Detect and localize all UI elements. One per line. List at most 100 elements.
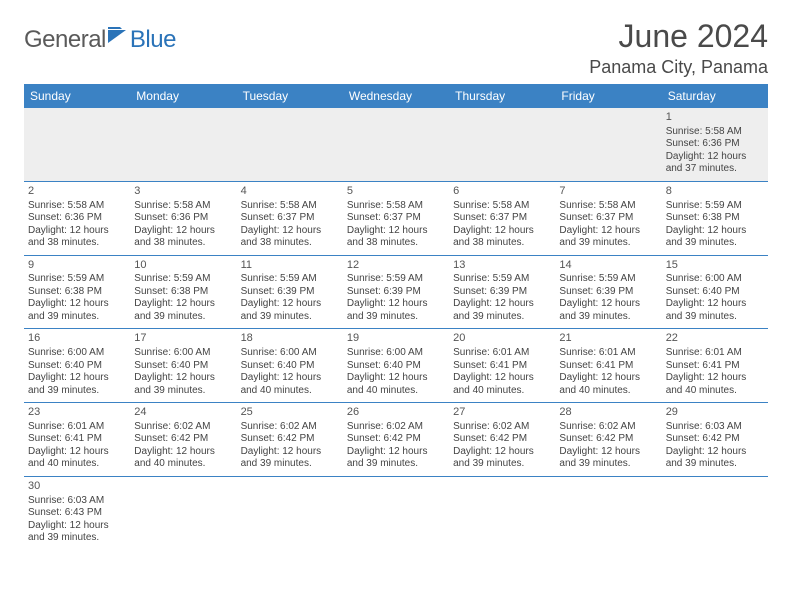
day-info-line: and 39 minutes.: [28, 385, 126, 398]
day-info-line: and 40 minutes.: [559, 385, 657, 398]
calendar-cell-empty: [24, 108, 130, 181]
day-info-line: Sunrise: 5:59 AM: [347, 273, 445, 286]
calendar-row: 16Sunrise: 6:00 AMSunset: 6:40 PMDayligh…: [24, 329, 768, 403]
day-info-line: and 38 minutes.: [134, 237, 232, 250]
day-info-line: Sunrise: 6:00 AM: [666, 273, 764, 286]
day-number: 7: [559, 185, 657, 199]
day-number: 2: [28, 185, 126, 199]
day-info-line: Sunset: 6:40 PM: [241, 360, 339, 373]
day-info-line: Daylight: 12 hours: [666, 372, 764, 385]
day-info-line: and 38 minutes.: [241, 237, 339, 250]
calendar-cell-empty: [343, 476, 449, 549]
calendar-cell: 16Sunrise: 6:00 AMSunset: 6:40 PMDayligh…: [24, 329, 130, 403]
calendar-cell: 11Sunrise: 5:59 AMSunset: 6:39 PMDayligh…: [237, 255, 343, 329]
day-number: 25: [241, 406, 339, 420]
calendar-cell: 12Sunrise: 5:59 AMSunset: 6:39 PMDayligh…: [343, 255, 449, 329]
day-info-line: Sunrise: 6:00 AM: [241, 347, 339, 360]
day-info-line: and 38 minutes.: [28, 237, 126, 250]
weekday-header: Thursday: [449, 84, 555, 108]
day-number: 5: [347, 185, 445, 199]
day-number: 4: [241, 185, 339, 199]
day-info-line: and 39 minutes.: [28, 532, 126, 545]
day-info-line: and 39 minutes.: [241, 311, 339, 324]
day-info-line: Sunset: 6:42 PM: [134, 433, 232, 446]
day-info-line: Sunset: 6:37 PM: [347, 212, 445, 225]
day-info-line: Sunrise: 6:02 AM: [241, 421, 339, 434]
day-number: 1: [666, 111, 764, 125]
day-info-line: Sunrise: 6:02 AM: [453, 421, 551, 434]
calendar-cell: 23Sunrise: 6:01 AMSunset: 6:41 PMDayligh…: [24, 403, 130, 477]
day-info-line: and 39 minutes.: [666, 237, 764, 250]
calendar-row: 30Sunrise: 6:03 AMSunset: 6:43 PMDayligh…: [24, 476, 768, 549]
day-info-line: Sunrise: 6:02 AM: [134, 421, 232, 434]
day-info-line: Sunset: 6:39 PM: [241, 286, 339, 299]
day-number: 14: [559, 259, 657, 273]
day-info-line: Daylight: 12 hours: [666, 225, 764, 238]
day-info-line: Sunrise: 6:03 AM: [28, 495, 126, 508]
calendar-cell-empty: [555, 108, 661, 181]
day-info-line: Daylight: 12 hours: [28, 446, 126, 459]
day-info-line: and 39 minutes.: [453, 458, 551, 471]
calendar-cell: 10Sunrise: 5:59 AMSunset: 6:38 PMDayligh…: [130, 255, 236, 329]
day-info-line: Sunset: 6:38 PM: [28, 286, 126, 299]
calendar-cell: 6Sunrise: 5:58 AMSunset: 6:37 PMDaylight…: [449, 181, 555, 255]
month-title: June 2024: [589, 18, 768, 55]
calendar-cell-empty: [449, 476, 555, 549]
day-info-line: Sunset: 6:41 PM: [666, 360, 764, 373]
day-number: 6: [453, 185, 551, 199]
calendar-cell-empty: [130, 476, 236, 549]
day-info-line: Daylight: 12 hours: [559, 298, 657, 311]
day-info-line: Sunrise: 5:59 AM: [666, 200, 764, 213]
day-info-line: Sunrise: 5:58 AM: [559, 200, 657, 213]
day-info-line: Sunset: 6:37 PM: [453, 212, 551, 225]
calendar-cell-empty: [662, 476, 768, 549]
day-info-line: Daylight: 12 hours: [28, 520, 126, 533]
day-info-line: Daylight: 12 hours: [453, 446, 551, 459]
calendar-cell: 4Sunrise: 5:58 AMSunset: 6:37 PMDaylight…: [237, 181, 343, 255]
day-info-line: Daylight: 12 hours: [134, 446, 232, 459]
day-info-line: Sunset: 6:42 PM: [347, 433, 445, 446]
calendar-cell: 30Sunrise: 6:03 AMSunset: 6:43 PMDayligh…: [24, 476, 130, 549]
day-number: 21: [559, 332, 657, 346]
day-info-line: Sunset: 6:40 PM: [28, 360, 126, 373]
calendar-cell: 18Sunrise: 6:00 AMSunset: 6:40 PMDayligh…: [237, 329, 343, 403]
weekday-header-row: SundayMondayTuesdayWednesdayThursdayFrid…: [24, 84, 768, 108]
day-info-line: Sunrise: 6:02 AM: [347, 421, 445, 434]
day-info-line: Sunrise: 6:01 AM: [28, 421, 126, 434]
day-number: 29: [666, 406, 764, 420]
day-info-line: Daylight: 12 hours: [666, 446, 764, 459]
day-info-line: and 39 minutes.: [134, 311, 232, 324]
day-info-line: Sunset: 6:38 PM: [134, 286, 232, 299]
day-info-line: Daylight: 12 hours: [241, 298, 339, 311]
weekday-header: Saturday: [662, 84, 768, 108]
calendar-cell: 3Sunrise: 5:58 AMSunset: 6:36 PMDaylight…: [130, 181, 236, 255]
day-number: 8: [666, 185, 764, 199]
header: General Blue June 2024 Panama City, Pana…: [24, 18, 768, 78]
calendar-cell: 29Sunrise: 6:03 AMSunset: 6:42 PMDayligh…: [662, 403, 768, 477]
day-info-line: Daylight: 12 hours: [241, 446, 339, 459]
weekday-header: Friday: [555, 84, 661, 108]
day-info-line: and 40 minutes.: [28, 458, 126, 471]
day-number: 15: [666, 259, 764, 273]
day-info-line: Daylight: 12 hours: [28, 225, 126, 238]
day-number: 24: [134, 406, 232, 420]
day-info-line: and 40 minutes.: [666, 385, 764, 398]
day-info-line: Daylight: 12 hours: [453, 372, 551, 385]
day-info-line: Sunset: 6:42 PM: [241, 433, 339, 446]
title-block: June 2024 Panama City, Panama: [589, 18, 768, 78]
calendar-cell-empty: [130, 108, 236, 181]
day-info-line: Daylight: 12 hours: [347, 298, 445, 311]
day-info-line: Sunset: 6:40 PM: [666, 286, 764, 299]
day-info-line: Sunrise: 5:58 AM: [134, 200, 232, 213]
day-info-line: and 39 minutes.: [666, 458, 764, 471]
calendar-cell: 20Sunrise: 6:01 AMSunset: 6:41 PMDayligh…: [449, 329, 555, 403]
day-number: 30: [28, 480, 126, 494]
day-info-line: Sunset: 6:37 PM: [241, 212, 339, 225]
calendar-cell: 27Sunrise: 6:02 AMSunset: 6:42 PMDayligh…: [449, 403, 555, 477]
day-info-line: Daylight: 12 hours: [666, 298, 764, 311]
day-info-line: and 38 minutes.: [453, 237, 551, 250]
day-number: 18: [241, 332, 339, 346]
day-info-line: and 40 minutes.: [347, 385, 445, 398]
day-info-line: and 39 minutes.: [347, 458, 445, 471]
calendar-cell-empty: [555, 476, 661, 549]
